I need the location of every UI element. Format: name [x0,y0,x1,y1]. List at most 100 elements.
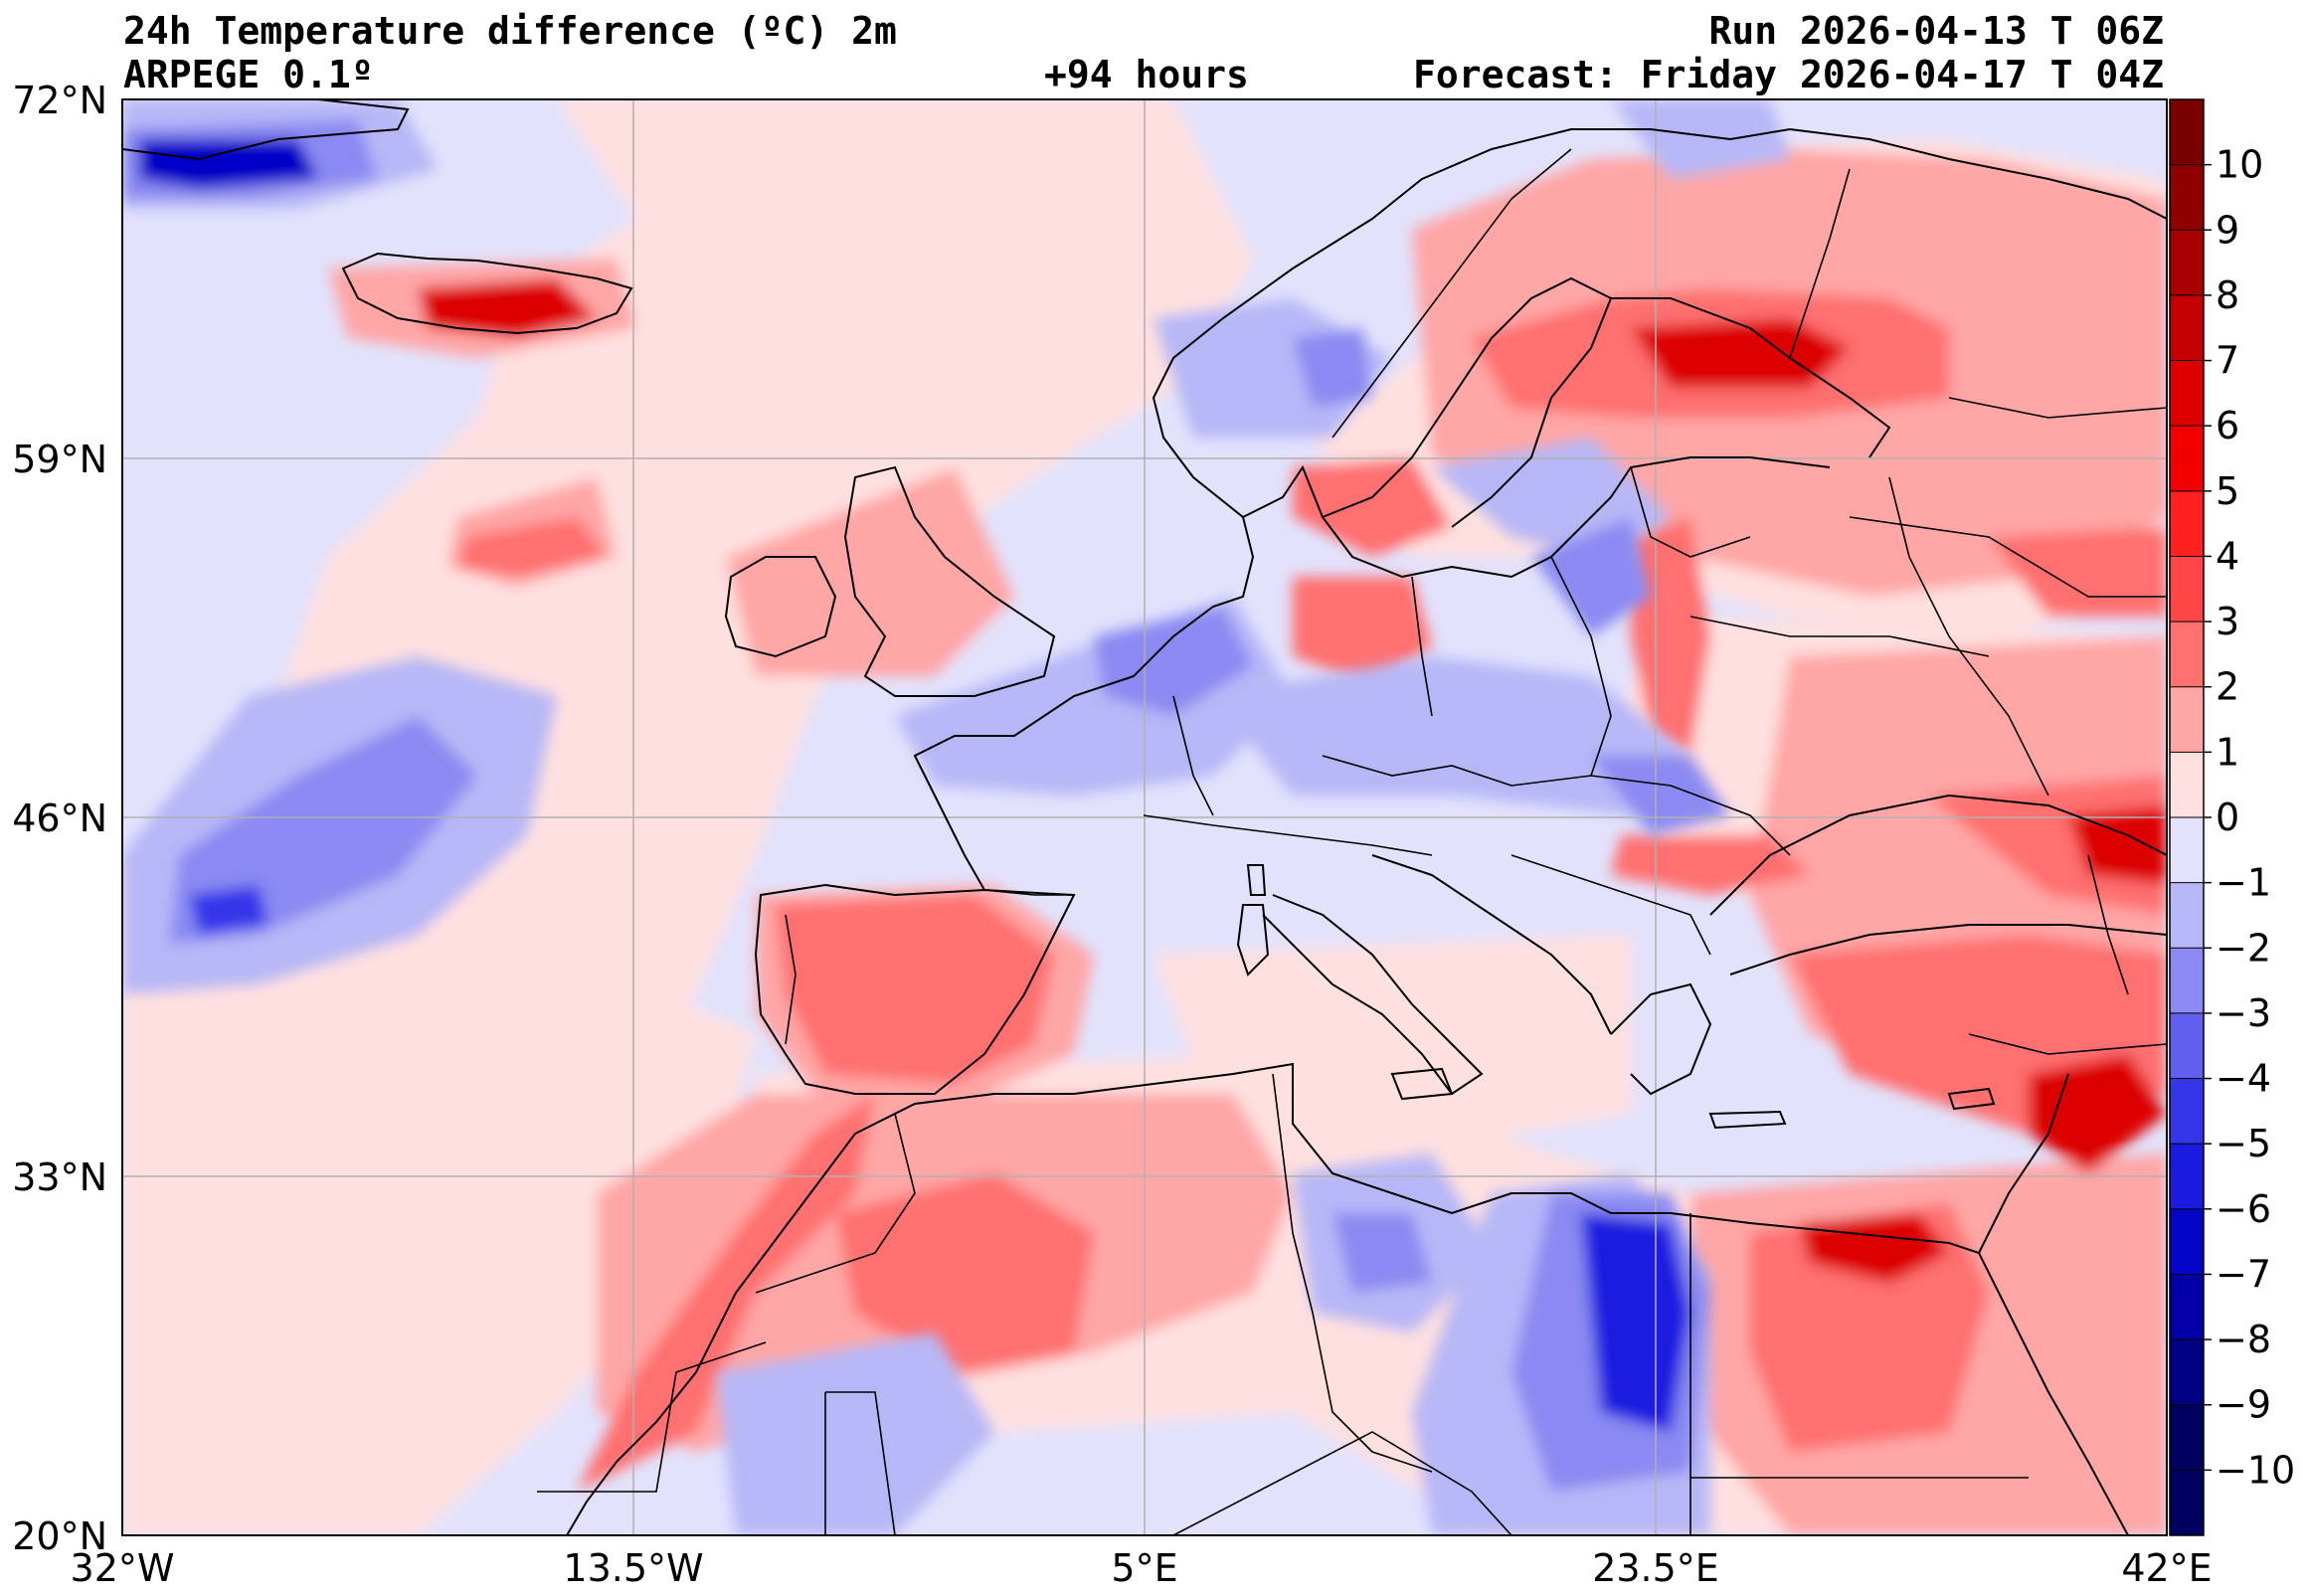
border-germany-poland [1411,576,1433,717]
colorbar-bin [2170,99,2204,166]
border-balkans [1510,854,1711,956]
coast-sweden [1322,276,1613,528]
lat-label-46: 46°N [12,797,107,840]
field-pink-ireland-uk [726,467,1014,676]
field-red-sahara [835,1173,1094,1372]
colorbar-bin [2170,490,2204,557]
colorbar-bin [2170,817,2204,884]
lat-label-59: 59°N [12,438,107,481]
field-deepred-finland [1631,318,1850,388]
coast-greece [1610,982,1712,1096]
colorbar-tick-label: −8 [2216,1318,2271,1361]
forecast-label: Forecast: Friday 2026-04-17 T 04Z [1413,53,2164,96]
field-red-iberia [776,895,1054,1084]
coast-iceland [341,252,633,335]
border-algeria-tunisia [1272,1073,1294,1234]
colorbar-tick-label: 10 [2216,143,2263,187]
colorbar-tick-label: 8 [2216,273,2239,317]
lead-time-label: +94 hours [1044,53,1249,96]
colorbar-tick-label: 1 [2216,730,2239,774]
field-blue-hungary [1591,756,1730,835]
colorbar-tick-label: 2 [2216,665,2239,709]
colorbar-tick-label: 0 [2216,796,2239,839]
coast-norway [1152,127,2167,518]
colorbar-tick-label: −1 [2216,861,2271,905]
border-baltic-states [1630,466,1751,558]
colorbar-bin [2170,164,2204,231]
colorbar-bin [2170,1144,2204,1210]
coast-iberia [754,883,1076,1095]
colorbar-bin [2170,621,2204,688]
coast-ireland [724,556,837,658]
colorbar-bin [2170,1274,2204,1340]
coast-crete [1708,1110,1787,1130]
colorbar-bin [2170,1078,2204,1145]
field-deepred-iceland [418,278,597,338]
colorbar-bin [2170,1012,2204,1080]
border-russia-ukraine [1888,476,2049,797]
lon-label-42e: 42°E [2121,1546,2212,1590]
colorbar-bin [2170,1208,2204,1275]
border-niger [1172,1431,1512,1535]
coast-britain [843,465,1056,697]
map-frame [121,98,2168,1536]
field-red-romania [1611,835,1810,895]
lon-label-32w: 32°W [71,1546,175,1590]
colorbar-tick-label: −2 [2216,926,2271,970]
colorbar-bin [2170,686,2204,753]
colorbar-bin [2170,948,2204,1014]
coast-italy [1262,894,1484,1096]
border-turkey-syria [1968,1033,2167,1055]
border-russia-east-a [1948,397,2167,419]
lat-label-33: 33°N [12,1155,107,1199]
colorbar-tick-label: −7 [2216,1252,2271,1296]
lon-label-23-5e: 23.5°E [1592,1546,1719,1590]
colorbar-bin [2170,426,2204,492]
colorbar-tick-label: −5 [2216,1122,2271,1165]
coast-north-sea [1133,464,1572,677]
coast-cyprus [1947,1087,1996,1111]
run-label: Run 2026-04-13 T 06Z [1708,9,2164,53]
colorbar-bin [2170,1470,2204,1536]
field-blue-sahara-south [716,1332,994,1535]
colorbar-tick-label: −6 [2216,1187,2271,1231]
graticule [122,99,2167,1535]
border-hungary-romania [1510,775,1791,856]
field-deepblue-greenland [139,139,318,189]
field-deepblue-atlantic [189,885,268,935]
border-western-sahara [537,1341,767,1493]
field-red-baltic-strip [1631,517,1710,756]
cold-anomaly-areas [122,99,1790,1535]
field-blue-norway-core [1293,328,1372,408]
border-russia-east-b [1849,516,2167,598]
field-red-morocco [577,1094,875,1492]
field-deepred-egypt [1800,1213,1949,1283]
colorbar-bin [2170,752,2204,818]
field-red-atlantic-mid [457,517,607,577]
border-alps [1143,814,1433,856]
field-deepblue-libya [1581,1213,1690,1432]
field-red-germany [1293,577,1432,686]
field-blue-central [1213,656,1690,815]
colorbar-bin [2170,360,2204,427]
colorbar-bin [2170,1339,2204,1406]
colorbar-bin [2170,882,2204,949]
border-france-spain [983,889,1074,896]
border-poland-east [1550,556,1612,777]
coast-black-sea [1709,794,2167,916]
field-red-russia [1989,527,2167,617]
field-red-caucasus [1929,776,2167,915]
border-turkey-east [2087,854,2129,995]
colorbar-bin [2170,294,2204,362]
field-blue-libya-core [1332,1213,1432,1293]
coast-corsica [1246,864,1267,896]
border-finland-russia [1789,168,1851,359]
field-light-pink-atlantic-north [122,99,1253,1293]
colorbar-tick-label: −3 [2216,991,2271,1035]
field-deepred-caucasus [2068,805,2167,885]
colorbar-tick-label: 6 [2216,404,2239,447]
coast-turkey [1729,924,2167,975]
colorbar-tick-label: −10 [2216,1448,2295,1492]
border-france-germany [1172,695,1214,816]
